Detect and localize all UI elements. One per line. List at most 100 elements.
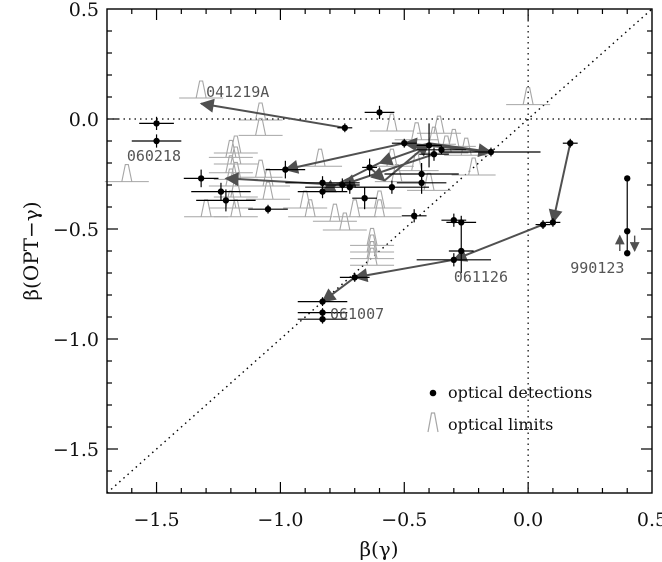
- x-axis-label: β(γ): [359, 537, 398, 561]
- grb-label: 060218: [127, 147, 181, 165]
- y-tick-label: −1.5: [53, 439, 99, 461]
- limit-arrow: [230, 179, 242, 198]
- limit-arrow: [386, 113, 398, 132]
- detection-point: [153, 137, 160, 145]
- evolution-arrow: [199, 98, 345, 129]
- detection-point: [319, 316, 326, 323]
- evolution-arrow: [452, 223, 544, 262]
- detection-point: [410, 212, 418, 219]
- detection-point: [319, 188, 326, 195]
- limit-arrow: [448, 128, 460, 147]
- detection-point: [217, 188, 225, 195]
- detection-point: [487, 148, 495, 156]
- x-tick-label: −1.0: [257, 509, 303, 531]
- y-tick-label: 0.0: [69, 109, 99, 131]
- limit-arrow: [433, 115, 445, 134]
- limit-arrow: [200, 199, 212, 217]
- x-tick-label: −0.5: [381, 509, 427, 531]
- limit-arrow: [304, 199, 316, 217]
- grb-label: 061126: [454, 268, 508, 286]
- limit-arrow: [195, 80, 207, 99]
- detection-point: [425, 142, 433, 149]
- optical-limits-layer: [104, 80, 551, 266]
- detection-point: [567, 140, 574, 147]
- limit-arrow: [121, 164, 133, 182]
- optical-detections-layer: [131, 105, 631, 324]
- detection-point: [197, 175, 205, 182]
- y-tick-label: −1.0: [53, 329, 99, 351]
- limit-arrow: [366, 234, 378, 253]
- limit-arrow: [255, 159, 267, 178]
- limit-arrow: [255, 117, 267, 136]
- limit-arrow: [428, 126, 440, 145]
- ticks-layer: −1.5 −1.0 −0.5 0.0 0.5 0.5 0.0 −0.5 −1.0 −1.5: [53, 0, 662, 531]
- diagonal-reference-line: [106, 8, 653, 494]
- detection-point: [458, 219, 465, 226]
- evolution-arrow: [283, 142, 405, 174]
- detection-point: [458, 247, 465, 255]
- detection-point: [624, 175, 631, 182]
- limit-arrow: [373, 190, 386, 209]
- detection-point: [401, 140, 408, 147]
- limit-arrow: [262, 181, 274, 200]
- legend: optical detections optical limits: [427, 383, 592, 434]
- limit-arrow: [255, 102, 267, 121]
- detection-point: [624, 250, 631, 257]
- limit-arrow: [339, 212, 351, 231]
- x-tick-label: 0.5: [637, 509, 662, 531]
- detection-point: [549, 219, 557, 226]
- detection-point: [388, 184, 396, 191]
- limit-arrow: [468, 157, 480, 176]
- detection-point: [319, 179, 326, 186]
- detection-point: [430, 151, 438, 158]
- detection-point: [366, 164, 373, 171]
- detection-point: [361, 195, 368, 202]
- limit-arrow: [366, 227, 378, 246]
- detection-point: [539, 221, 547, 228]
- detection-point: [346, 184, 353, 191]
- x-tick-label: 0.0: [513, 509, 543, 531]
- detection-point: [341, 124, 349, 131]
- detection-point: [418, 179, 425, 186]
- detection-point: [351, 274, 358, 281]
- evolution-arrow: [321, 276, 356, 303]
- y-tick-label: −0.5: [53, 219, 99, 241]
- limit-arrow: [411, 122, 423, 140]
- legend-limit-marker: [427, 412, 439, 433]
- detection-point: [153, 120, 160, 127]
- evolution-arrow: [548, 142, 572, 224]
- legend-detection-marker: [429, 389, 437, 397]
- annotations-layer: 041219A 060218 061126 061007 990123: [127, 83, 625, 323]
- limit-arrow: [329, 203, 341, 222]
- limit-arrow: [366, 241, 378, 259]
- limit-arrow: [373, 199, 386, 217]
- detection-point: [319, 309, 326, 316]
- detection-point: [376, 109, 383, 116]
- legend-limit-label: optical limits: [448, 415, 553, 434]
- legend-detection-label: optical detections: [448, 383, 592, 402]
- detection-point: [450, 256, 458, 263]
- y-tick-label: 0.5: [69, 0, 99, 21]
- grb-label: 061007: [330, 305, 384, 323]
- evolution-arrow: [353, 258, 454, 283]
- grb-label: 041219A: [206, 83, 269, 101]
- limit-arrow: [423, 172, 435, 191]
- reference-lines-layer: [106, 8, 653, 494]
- detection-point: [282, 166, 289, 173]
- detection-point: [264, 206, 272, 213]
- limit-arrow: [314, 148, 326, 167]
- y-axis-label: β(OPT−γ): [19, 201, 43, 300]
- limit-arrow: [230, 135, 242, 154]
- evolution-arrow: [428, 142, 493, 158]
- limit-arrow: [460, 137, 472, 156]
- limit-arrow: [522, 87, 534, 105]
- detection-point: [222, 197, 230, 204]
- limit-arrow: [366, 247, 378, 266]
- grb-label: 990123: [570, 259, 624, 277]
- detection-point: [319, 298, 326, 305]
- detection-point: [624, 228, 631, 235]
- evolution-arrow: [341, 153, 435, 188]
- evolution-arrow: [368, 166, 386, 182]
- x-tick-label: −1.5: [133, 509, 179, 531]
